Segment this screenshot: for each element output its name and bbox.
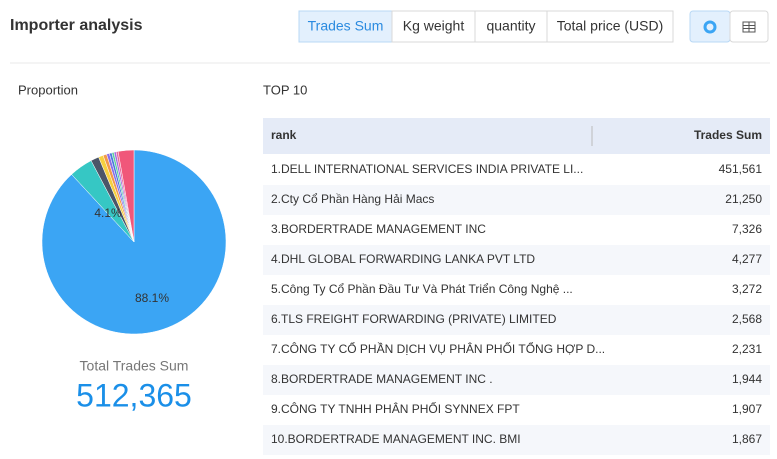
pie-icon — [703, 20, 717, 34]
slice-label: 4.1% — [94, 206, 122, 220]
table-body: 1.DELL INTERNATIONAL SERVICES INDIA PRIV… — [263, 162, 770, 455]
row-background — [263, 185, 770, 215]
tab[interactable] — [546, 10, 674, 43]
column-header: rank — [271, 128, 297, 142]
row-name: 2.Cty Cổ Phần Hàng Hải Macs — [271, 192, 434, 206]
proportion-title: Proportion — [18, 82, 78, 97]
row-background — [263, 305, 770, 335]
top-title: TOP 10 — [263, 82, 307, 97]
row-value: 21,250 — [725, 192, 762, 206]
tab-group: Trades Sum Kg weight quantity Total price (… — [298, 10, 674, 43]
pie-view-button[interactable] — [689, 10, 731, 43]
total-label: Total Trades Sum — [80, 358, 189, 374]
table-icon — [742, 21, 756, 33]
row-name: 4.DHL GLOBAL FORWARDING LANKA PVT LTD — [271, 252, 535, 266]
slice-label: 88.1% — [135, 291, 169, 305]
row-name: 10.BORDERTRADE MANAGEMENT INC. BMI — [271, 432, 521, 446]
row-value: 1,867 — [732, 432, 762, 446]
row-name: 6.TLS FREIGHT FORWARDING (PRIVATE) LIMIT… — [271, 312, 557, 326]
pie-chart — [41, 149, 227, 335]
row-name: 7.CÔNG TY CỔ PHẦN DỊCH VỤ PHÂN PHỐI TỔNG… — [271, 341, 605, 356]
tab-label: Kg weight — [403, 18, 465, 34]
row-name: 9.CÔNG TY TNHH PHÂN PHỐI SYNNEX FPT — [271, 401, 520, 416]
tab-label: Total price (USD) — [557, 18, 664, 34]
row-background — [263, 365, 770, 395]
column-header: Trades Sum — [694, 128, 762, 142]
tab[interactable] — [474, 10, 548, 43]
row-value: 7,326 — [732, 222, 762, 236]
row-value: 1,944 — [732, 372, 762, 386]
row-value: 2,568 — [732, 312, 762, 326]
pie-slice — [117, 149, 135, 243]
row-value: 1,907 — [732, 402, 762, 416]
row-name: 5.Công Ty Cổ Phần Đầu Tư Và Phát Triển C… — [271, 282, 573, 296]
row-background — [263, 425, 770, 455]
panel-title: Importer analysis — [10, 17, 143, 34]
tab-label: quantity — [486, 18, 535, 34]
row-value: 451,561 — [719, 162, 763, 176]
row-value: 4,277 — [732, 252, 762, 266]
tab[interactable] — [391, 10, 476, 43]
row-name: 8.BORDERTRADE MANAGEMENT INC . — [271, 372, 493, 386]
table-header — [263, 118, 770, 154]
row-name: 1.DELL INTERNATIONAL SERVICES INDIA PRIV… — [271, 162, 583, 176]
row-value: 3,272 — [732, 282, 762, 296]
tab-label: Trades Sum — [308, 18, 384, 34]
tab[interactable] — [298, 10, 393, 43]
row-background — [263, 245, 770, 275]
row-value: 2,231 — [732, 342, 762, 356]
row-name: 3.BORDERTRADE MANAGEMENT INC — [271, 222, 486, 236]
total-value: 512,365 — [76, 377, 192, 413]
